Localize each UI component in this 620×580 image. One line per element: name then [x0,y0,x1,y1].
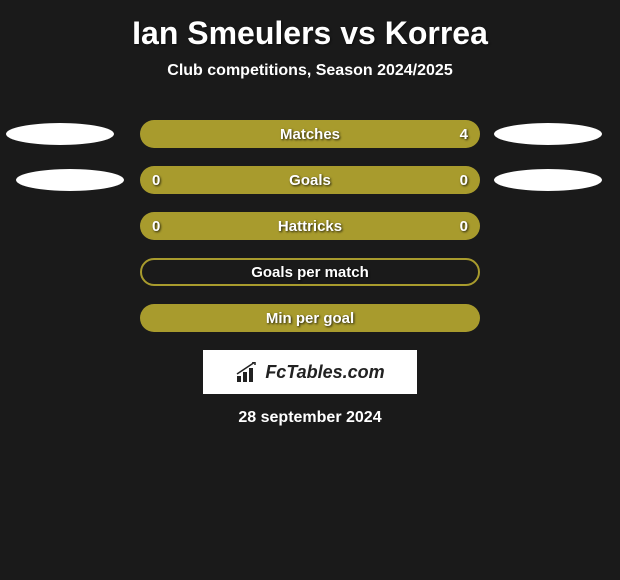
stat-row: Matches 4 [0,120,620,148]
logo-chart-icon [235,362,259,382]
stat-label: Goals [289,172,331,189]
page-title: Ian Smeulers vs Korrea [0,0,620,52]
stat-bar: 0 Hattricks 0 [140,212,480,240]
right-ellipse [494,123,602,145]
stat-bar: 0 Goals 0 [140,166,480,194]
date-text: 28 september 2024 [0,409,620,427]
stat-value-left: 0 [152,218,182,235]
stat-bar: Matches 4 [140,120,480,148]
stat-label: Matches [280,126,340,143]
right-ellipse [494,169,602,191]
stat-label: Goals per match [251,264,369,281]
stat-value-right: 4 [438,126,468,143]
stat-row: 0 Hattricks 0 [0,212,620,240]
stat-label: Min per goal [266,310,354,327]
left-ellipse [6,123,114,145]
stat-bar: Goals per match [140,258,480,286]
stat-row: Goals per match [0,258,620,286]
comparison-area: Matches 4 0 Goals 0 0 Hattricks 0 Goals per matc… [0,120,620,332]
stat-row: 0 Goals 0 [0,166,620,194]
logo-box: FcTables.com [203,350,417,394]
logo-content: FcTables.com [235,362,384,383]
stat-value-left: 0 [152,172,182,189]
page-subtitle: Club competitions, Season 2024/2025 [0,62,620,80]
left-ellipse [16,169,124,191]
stat-label: Hattricks [278,218,342,235]
stat-value-right: 0 [438,172,468,189]
stat-row: Min per goal [0,304,620,332]
stat-value-right: 0 [438,218,468,235]
stat-bar: Min per goal [140,304,480,332]
logo-text: FcTables.com [265,362,384,383]
